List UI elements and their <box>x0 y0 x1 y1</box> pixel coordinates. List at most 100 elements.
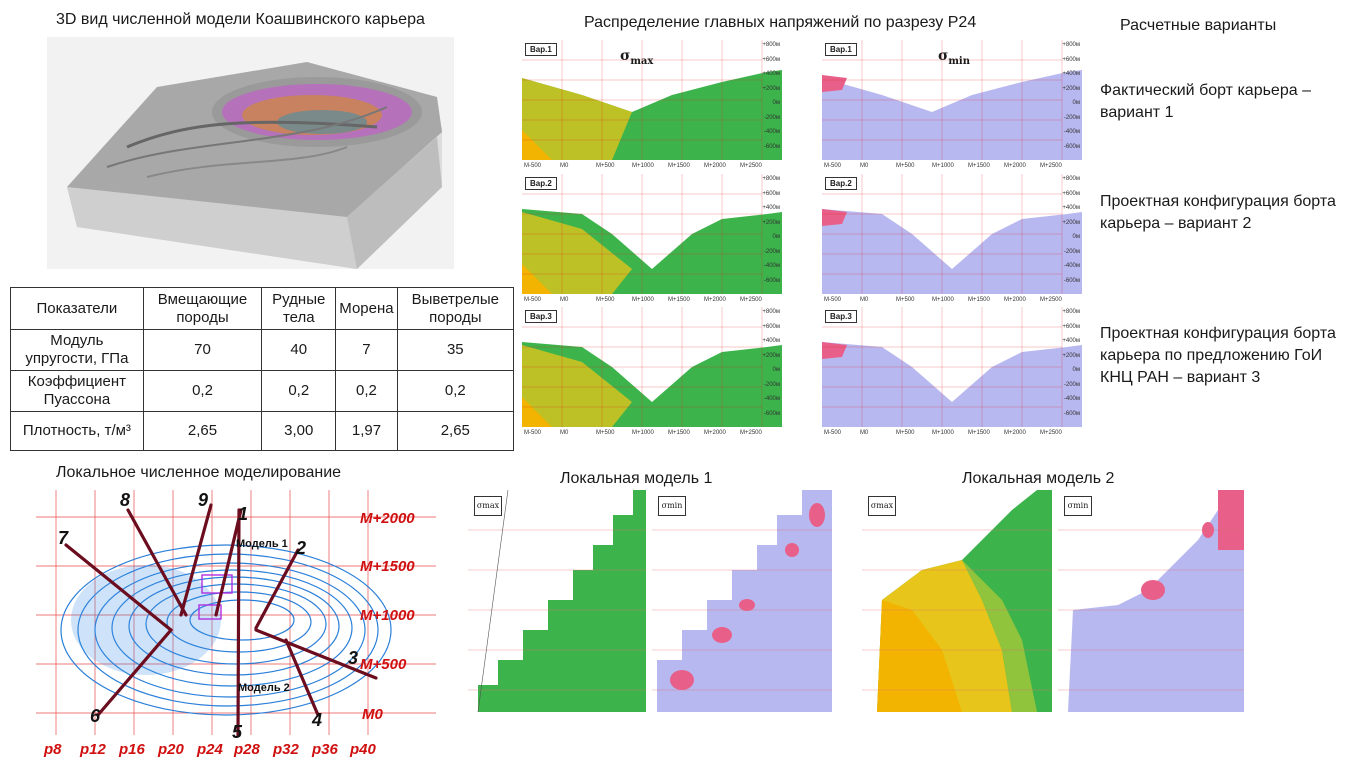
col-label: p24 <box>197 741 223 758</box>
model-1-label: Модель 1 <box>236 538 288 550</box>
section-x-label: М+1500 <box>668 163 690 169</box>
section-x-label: М+1500 <box>668 297 690 303</box>
variant-tag: Вар.1 <box>825 43 857 56</box>
table-cell: 1,97 <box>335 411 398 451</box>
section-y-label: +800м <box>1062 42 1080 48</box>
section-y-label: -400м <box>763 396 780 402</box>
section-x-label: М+1000 <box>932 430 954 436</box>
sigma-max-section-var3: Вар.3 +800м +600м +400м +200м 0м -200м -400м -60… <box>522 307 782 437</box>
col-label: p16 <box>119 741 145 758</box>
section-y-label: +400м <box>1062 205 1080 211</box>
row-label: М0 <box>362 706 383 723</box>
section-y-label: +800м <box>1062 176 1080 182</box>
table-header: Морена <box>335 287 398 330</box>
table-cell: 0,2 <box>396 370 515 412</box>
variant-tag: Вар.2 <box>525 177 557 190</box>
col-label: p28 <box>234 741 260 758</box>
section-x-label: М+2000 <box>1004 297 1026 303</box>
section-x-label: М-500 <box>824 163 842 169</box>
section-y-label: +200м <box>762 219 780 226</box>
section-x-label: М-500 <box>524 430 542 436</box>
section-y-label: +600м <box>762 190 780 197</box>
section-x-label: М0 <box>860 430 869 436</box>
section-x-label: М-500 <box>524 163 542 169</box>
row-label: М+1000 <box>360 607 415 624</box>
section-y-label: 0м <box>1072 234 1080 240</box>
section-x-label: М+2000 <box>1004 163 1026 169</box>
section-x-label: М+2000 <box>1004 430 1026 436</box>
section-x-label: М+2500 <box>1040 297 1062 303</box>
table-cell: 0,2 <box>142 370 263 412</box>
section-number: 6 <box>90 706 101 726</box>
variant-tag: Вар.1 <box>525 43 557 56</box>
section-y-label: +800м <box>762 176 780 182</box>
local-tag-max: σmax <box>474 496 502 516</box>
section-x-label: М+2500 <box>740 163 762 169</box>
section-x-label: М+500 <box>596 297 615 303</box>
section-number: 1 <box>238 504 249 524</box>
section-y-label: -200м <box>1063 381 1080 388</box>
section-y-label: -400м <box>763 129 780 135</box>
col-label: p12 <box>80 741 106 758</box>
section-x-label: М+500 <box>896 430 915 436</box>
section-y-label: -400м <box>1063 396 1080 402</box>
local-model-2-sigma-max: σmax <box>862 490 1052 712</box>
section-y-label: +200м <box>1062 85 1080 92</box>
section-y-label: -600м <box>763 277 780 284</box>
table-row: Плотность, т/м³ 2,65 3,00 1,97 2,65 <box>10 411 515 451</box>
table-cell: 2,65 <box>396 411 515 451</box>
section-y-label: +400м <box>762 205 780 211</box>
section-y-label: 0м <box>1072 367 1080 373</box>
table-row: Модуль упругости, ГПа 70 40 7 35 <box>10 329 515 371</box>
local-tag-max: σmax <box>868 496 896 516</box>
section-x-label: М+500 <box>896 163 915 169</box>
col-label: p8 <box>44 741 62 758</box>
section-y-label: -600м <box>763 410 780 417</box>
section-x-label: М+2000 <box>704 163 726 169</box>
section-y-label: -200м <box>763 114 780 121</box>
section-x-label: М+500 <box>896 297 915 303</box>
table-cell: Плотность, т/м³ <box>10 411 144 451</box>
section-x-label: М0 <box>560 297 569 303</box>
section-x-label: М+2500 <box>1040 430 1062 436</box>
section-y-label: -600м <box>1063 410 1080 417</box>
model3d-title: 3D вид численной модели Коашвинского кар… <box>56 11 425 28</box>
section-x-label: М+1000 <box>932 163 954 169</box>
section-y-label: +600м <box>1062 190 1080 197</box>
local-tag-min: σmin <box>658 496 686 516</box>
plan-map-drawing <box>36 490 436 737</box>
sigma-max-section-var1: Вар.1 +800м +600м +400м +200м 0м -200м -400м -60… <box>522 40 782 170</box>
section-x-label: М0 <box>860 297 869 303</box>
section-y-label: +800м <box>762 42 780 48</box>
section-y-label: -600м <box>1063 277 1080 284</box>
table-row: Коэффициент Пуассона 0,2 0,2 0,2 0,2 <box>10 370 515 412</box>
section-x-label: М-500 <box>824 297 842 303</box>
properties-table: Показатели Вмещающие породы Рудные тела … <box>10 287 515 451</box>
section-y-label: +400м <box>1062 71 1080 77</box>
section-y-label: +600м <box>762 323 780 330</box>
section-x-label: М+1000 <box>632 297 654 303</box>
variant-tag: Вар.3 <box>825 310 857 323</box>
section-x-label: М-500 <box>824 430 842 436</box>
sigma-min-section-var3: Вар.3 +800м +600м +400м +200м 0м -200м -400м -60… <box>822 307 1082 437</box>
section-number: 5 <box>232 722 243 742</box>
section-y-label: +200м <box>762 85 780 92</box>
model-2-label: Модель 2 <box>238 682 290 694</box>
section-y-label: +400м <box>762 71 780 77</box>
table-cell: 70 <box>142 329 263 371</box>
variant-2-text: Проектная конфигурация борта карьера – в… <box>1100 193 1336 232</box>
section-y-label: +800м <box>762 309 780 315</box>
section-x-label: М+1000 <box>632 430 654 436</box>
section-y-label: +600м <box>762 56 780 63</box>
sigma-max-section-var2: Вар.2 +800м +600м +400м +200м 0м -200м -400м -60… <box>522 174 782 304</box>
local-model-1-sigma-min: σmin <box>652 490 832 712</box>
section-y-label: 0м <box>772 367 780 373</box>
section-number: 2 <box>296 538 307 558</box>
variant-tag: Вар.3 <box>525 310 557 323</box>
section-x-label: М-500 <box>524 297 542 303</box>
section-x-label: М0 <box>560 163 569 169</box>
section-x-label: М+1500 <box>968 430 990 436</box>
table-cell: 0,2 <box>261 370 337 412</box>
section-x-label: М+1000 <box>932 297 954 303</box>
local-model-2-title: Локальная модель 2 <box>962 470 1115 487</box>
